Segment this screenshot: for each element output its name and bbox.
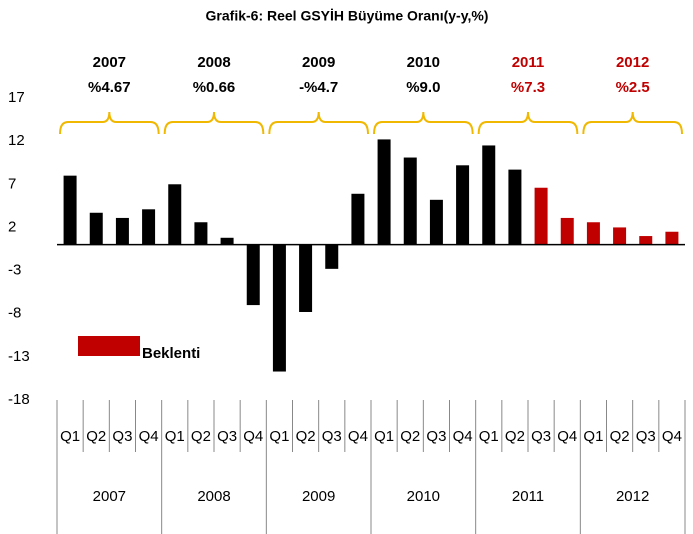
bar	[142, 209, 156, 245]
y-tick-label: 2	[8, 218, 16, 235]
x-tick-label: Q3	[531, 428, 551, 445]
bar	[220, 237, 234, 245]
bar	[325, 244, 339, 269]
bar	[560, 217, 574, 245]
x-tick-label: Q2	[296, 428, 316, 445]
x-tick-label: Q3	[217, 428, 237, 445]
y-tick-label: 12	[8, 132, 25, 149]
bar	[665, 231, 679, 245]
annotation-value: %7.3	[511, 79, 545, 96]
bar	[194, 222, 208, 245]
x-tick-label: Q4	[243, 428, 263, 445]
x-tick-label: Q4	[453, 428, 473, 445]
x-tick-label: Q1	[583, 428, 603, 445]
group-label: 2008	[197, 488, 230, 505]
bar	[168, 184, 182, 245]
x-tick-label: Q3	[112, 428, 132, 445]
bar	[613, 227, 627, 245]
x-tick-label: Q3	[636, 428, 656, 445]
x-tick-label: Q1	[374, 428, 394, 445]
brace	[373, 111, 474, 135]
brace	[59, 111, 160, 135]
bar	[115, 217, 129, 245]
x-tick-label: Q1	[60, 428, 80, 445]
bar	[586, 222, 600, 245]
annotation-year: 2009	[302, 54, 335, 71]
bar	[351, 193, 365, 245]
bar	[272, 244, 286, 372]
x-tick-label: Q4	[662, 428, 682, 445]
bar	[534, 187, 548, 245]
x-tick-label: Q2	[610, 428, 630, 445]
y-tick-label: -8	[8, 305, 21, 322]
annotation-year: 2007	[93, 54, 126, 71]
brace	[163, 111, 265, 135]
x-tick-label: Q1	[165, 428, 185, 445]
bar	[482, 145, 496, 245]
bar	[639, 236, 653, 245]
legend-label: Beklenti	[142, 345, 200, 362]
group-label: 2007	[93, 488, 126, 505]
group-label: 2010	[407, 488, 440, 505]
group-label: 2012	[616, 488, 649, 505]
y-tick-label: 17	[8, 89, 25, 106]
annotation-year: 2008	[197, 54, 230, 71]
annotation-value: %9.0	[406, 79, 440, 96]
x-tick-label: Q2	[505, 428, 525, 445]
x-tick-label: Q4	[557, 428, 577, 445]
y-tick-label: -13	[8, 348, 30, 365]
annotation-value: -%4.7	[299, 79, 338, 96]
y-tick-label: 7	[8, 175, 16, 192]
annotation-year: 2011	[512, 54, 545, 71]
brace	[582, 111, 683, 135]
brace	[477, 111, 579, 135]
y-tick-label: -3	[8, 262, 21, 279]
annotation-value: %2.5	[616, 79, 650, 96]
bar	[456, 165, 470, 245]
y-tick-label: -18	[8, 391, 30, 408]
x-tick-label: Q2	[86, 428, 106, 445]
legend-swatch	[78, 336, 140, 356]
x-tick-label: Q4	[139, 428, 159, 445]
bar	[403, 157, 417, 245]
annotation-value: %4.67	[88, 79, 131, 96]
bar	[246, 244, 260, 306]
chart-title: Grafik-6: Reel GSYİH Büyüme Oranı(y-y,%)	[206, 8, 489, 24]
bar	[89, 212, 103, 245]
brace	[268, 111, 369, 135]
group-label: 2009	[302, 488, 335, 505]
x-tick-label: Q3	[322, 428, 342, 445]
bar	[63, 175, 77, 245]
x-tick-label: Q1	[479, 428, 499, 445]
x-tick-label: Q2	[191, 428, 211, 445]
annotation-year: 2012	[616, 54, 649, 71]
x-tick-label: Q1	[269, 428, 289, 445]
bar	[429, 199, 443, 245]
annotation-value: %0.66	[193, 79, 236, 96]
bar	[377, 139, 391, 245]
x-tick-label: Q3	[426, 428, 446, 445]
bar	[508, 169, 522, 245]
x-tick-label: Q2	[400, 428, 420, 445]
group-label: 2011	[512, 488, 544, 505]
annotation-year: 2010	[407, 54, 440, 71]
bar	[299, 244, 313, 312]
x-tick-label: Q4	[348, 428, 368, 445]
